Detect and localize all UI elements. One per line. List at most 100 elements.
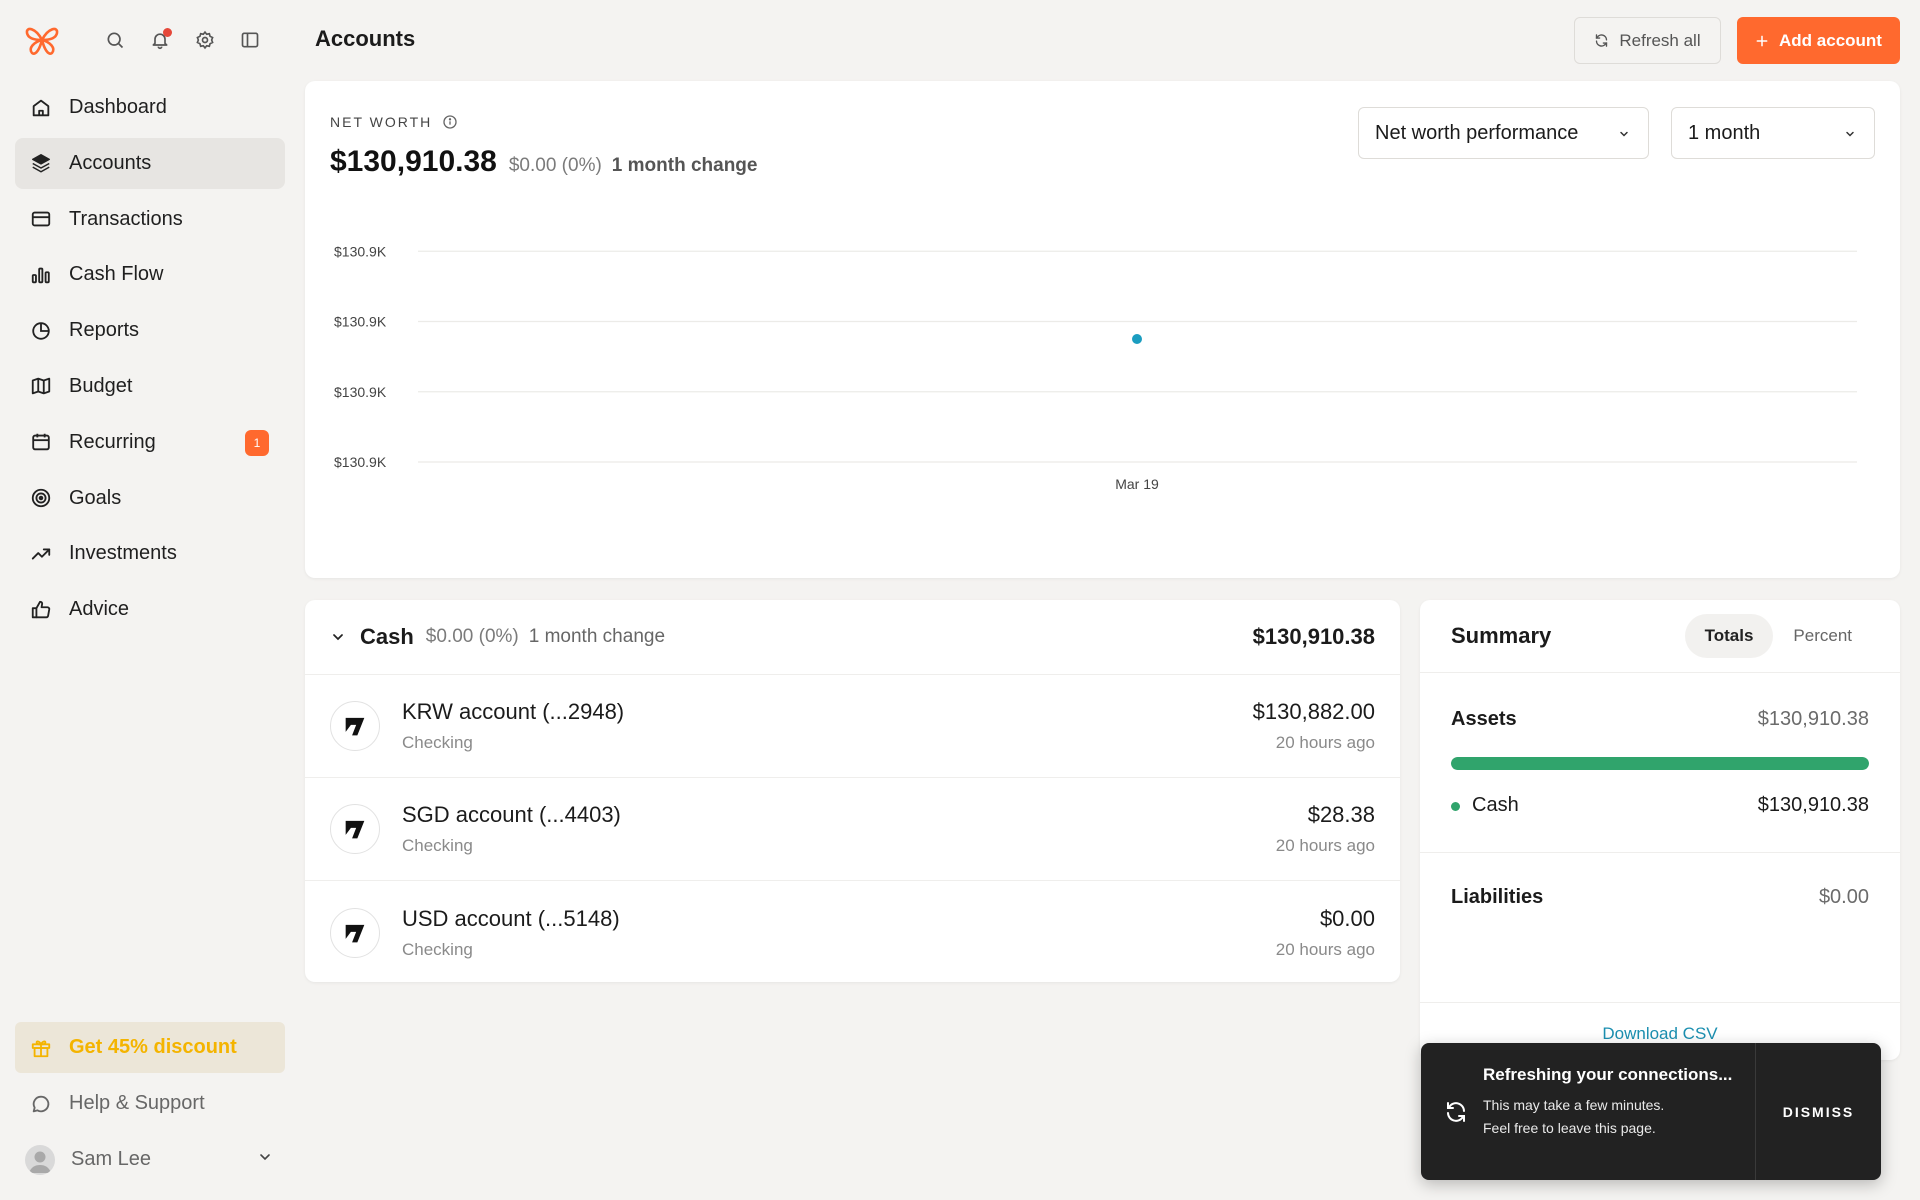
download-csv-link[interactable]: Download CSV	[1602, 1024, 1718, 1043]
sidebar-item-label: Dashboard	[69, 96, 167, 118]
y-tick-label: $130.9K	[334, 454, 387, 470]
cash-group-header[interactable]: Cash $0.00 (0%) 1 month change $130,910.…	[305, 600, 1400, 675]
chart-data-point[interactable]	[1130, 332, 1144, 346]
butterfly-logo-icon[interactable]	[22, 20, 62, 60]
toast-title: Refreshing your connections...	[1483, 1065, 1733, 1084]
refresh-icon	[1421, 1043, 1483, 1180]
net-worth-label: NET WORTH	[330, 114, 458, 130]
sidebar-item-label: Budget	[69, 374, 133, 397]
wise-logo-icon	[330, 804, 380, 854]
sidebar-item-label: Advice	[69, 598, 130, 621]
summary-view-toggle: Totals Percent	[1684, 614, 1872, 658]
y-tick-label: $130.9K	[334, 243, 387, 259]
avatar	[25, 1144, 55, 1175]
add-account-button[interactable]: Add account	[1737, 17, 1900, 64]
sidebar-item-accounts[interactable]: Accounts	[15, 137, 285, 189]
page-title: Accounts	[315, 26, 416, 51]
sidebar-item-label: Investments	[69, 542, 177, 565]
sidebar-item-label: Accounts	[69, 151, 152, 174]
account-balance: $0.00	[1319, 905, 1375, 931]
account-name: USD account (...5148)	[402, 905, 620, 931]
calendar-icon	[29, 430, 53, 454]
assets-value: $130,910.38	[1757, 708, 1869, 730]
net-worth-amount: $130,910.38	[330, 145, 497, 178]
account-row[interactable]: KRW account (...2948) Checking $130,882.…	[305, 675, 1400, 778]
cash-change: $0.00 (0%)	[425, 626, 519, 647]
home-icon	[29, 96, 53, 120]
wise-logo-icon	[330, 907, 380, 958]
bell-icon[interactable]	[147, 27, 173, 53]
account-updated: 20 hours ago	[1275, 733, 1375, 752]
x-tick-label: Mar 19	[1115, 476, 1159, 492]
discount-promo-button[interactable]: Get 45% discount	[15, 1022, 285, 1073]
cash-summary-row: Cash $130,910.38	[1451, 794, 1869, 817]
cash-change-label: 1 month change	[528, 626, 666, 647]
toast-text-line: This may take a few minutes.	[1483, 1097, 1665, 1113]
assets-label: Assets	[1451, 708, 1517, 730]
divider	[1420, 1002, 1900, 1003]
sidebar-toggle-icon[interactable]	[237, 27, 263, 53]
account-row[interactable]: USD account (...5148) Checking $0.00 20 …	[305, 881, 1400, 984]
sidebar-top-toolbar	[22, 20, 282, 60]
account-balance-block: $0.00 20 hours ago	[1276, 906, 1375, 960]
sidebar-nav: Dashboard Accounts Transactions Cash Flo…	[15, 82, 285, 640]
plus-icon	[1755, 34, 1769, 48]
account-info: USD account (...5148) Checking	[402, 906, 620, 960]
toast-text-line: Feel free to leave this page.	[1483, 1120, 1656, 1136]
sidebar-item-budget[interactable]: Budget	[15, 361, 285, 412]
info-icon[interactable]	[442, 114, 458, 130]
target-icon	[29, 486, 53, 510]
toast-text: This may take a few minutes. Feel free t…	[1483, 1094, 1755, 1140]
gear-icon[interactable]	[192, 27, 218, 53]
account-type: Checking	[402, 733, 473, 752]
chat-bubble-icon	[29, 1092, 53, 1116]
account-balance-block: $28.38 20 hours ago	[1276, 802, 1375, 856]
net-worth-value-row: $130,910.38 $0.00 (0%) 1 month change	[330, 145, 757, 179]
net-worth-card: NET WORTH $130,910.38 $0.00 (0%) 1 month…	[305, 81, 1900, 578]
liabilities-row: Liabilities $0.00	[1451, 886, 1869, 909]
account-updated: 20 hours ago	[1275, 836, 1375, 855]
user-name: Sam Lee	[71, 1148, 152, 1170]
account-row[interactable]: SGD account (...4403) Checking $28.38 20…	[305, 778, 1400, 881]
cash-legend-dot	[1451, 802, 1460, 811]
map-icon	[29, 374, 53, 398]
chevron-down-icon	[1844, 128, 1856, 140]
cash-summary-value: $130,910.38	[1757, 794, 1869, 816]
user-menu[interactable]: Sam Lee	[15, 1134, 285, 1185]
chevron-down-icon	[257, 1149, 273, 1165]
tab-totals[interactable]: Totals	[1684, 614, 1774, 658]
cash-group-title: Cash	[360, 624, 414, 649]
trending-up-icon	[29, 542, 53, 566]
search-icon[interactable]	[102, 27, 128, 53]
thumbs-up-icon	[29, 598, 53, 622]
sidebar-item-reports[interactable]: Reports	[15, 305, 285, 356]
liabilities-value: $0.00	[1818, 886, 1869, 908]
sidebar-item-label: Cash Flow	[69, 263, 164, 286]
sidebar-item-recurring[interactable]: Recurring 1	[15, 417, 285, 468]
chevron-down-icon[interactable]	[330, 629, 346, 645]
chart-type-select[interactable]: Net worth performance	[1358, 107, 1649, 159]
assets-row: Assets $130,910.38	[1451, 708, 1869, 731]
y-tick-label: $130.9K	[334, 384, 387, 400]
sidebar-item-advice[interactable]: Advice	[15, 584, 285, 635]
net-worth-change: $0.00 (0%)	[508, 155, 602, 176]
refresh-all-button[interactable]: Refresh all	[1574, 17, 1721, 64]
account-balance: $130,882.00	[1252, 699, 1375, 724]
help-support-link[interactable]: Help & Support	[15, 1078, 285, 1129]
time-range-select[interactable]: 1 month	[1671, 107, 1875, 159]
dismiss-button[interactable]: DISMISS	[1755, 1043, 1881, 1180]
cash-summary-label-text: Cash	[1472, 794, 1519, 816]
sidebar-item-cash-flow[interactable]: Cash Flow	[15, 249, 285, 300]
liabilities-label: Liabilities	[1451, 886, 1544, 908]
divider	[1420, 852, 1900, 853]
cash-accounts-card: Cash $0.00 (0%) 1 month change $130,910.…	[305, 600, 1400, 982]
cash-total: $130,910.38	[1252, 624, 1375, 649]
net-worth-label-text: NET WORTH	[330, 114, 433, 130]
sidebar-item-investments[interactable]: Investments	[15, 528, 285, 579]
chart-type-value: Net worth performance	[1375, 121, 1579, 144]
sidebar-item-goals[interactable]: Goals	[15, 473, 285, 524]
tab-percent[interactable]: Percent	[1793, 626, 1852, 645]
sidebar-item-dashboard[interactable]: Dashboard	[15, 82, 285, 133]
sidebar-item-transactions[interactable]: Transactions	[15, 194, 285, 245]
